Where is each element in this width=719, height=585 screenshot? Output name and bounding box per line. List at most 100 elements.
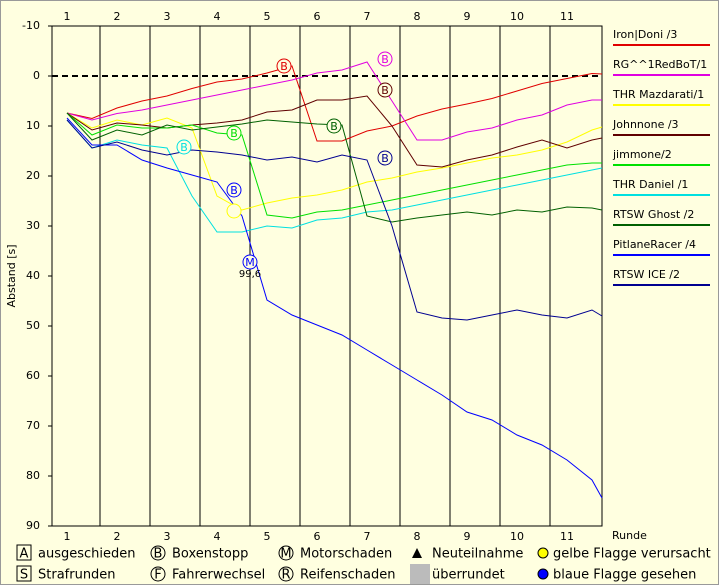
- y-tick-label: 0: [33, 69, 40, 82]
- legend-text: gelbe Flagge verursacht: [553, 547, 711, 562]
- x-tick-label-top: 2: [114, 10, 121, 23]
- legend-label: RTSW ICE /2: [613, 268, 680, 281]
- legend-text: ausgeschieden: [38, 547, 136, 562]
- x-tick-label-top: 11: [560, 10, 574, 23]
- x-tick-label: 8: [414, 530, 421, 543]
- legend-text: überrundet: [432, 568, 505, 583]
- y-tick-label: 50: [26, 319, 40, 332]
- series-line: [66, 119, 603, 233]
- event-label: B: [330, 120, 338, 133]
- legend-blue-dot: [537, 568, 549, 580]
- x-tick-label: 3: [164, 530, 171, 543]
- legend-label: Johnnone /3: [612, 118, 679, 131]
- y-tick-label: 90: [26, 519, 40, 532]
- x-tick-label-top: 7: [364, 10, 371, 23]
- x-tick-label: 6: [314, 530, 321, 543]
- legend-label: RTSW Ghost /2: [613, 208, 694, 221]
- event-marker: [326, 118, 342, 134]
- event-label: B: [381, 53, 389, 66]
- series-line: [66, 112, 603, 211]
- y-tick-label: 40: [26, 269, 40, 282]
- x-tick-label-top: 1: [64, 10, 71, 23]
- x-tick-label-top: 8: [414, 10, 421, 23]
- legend-text: Motorschaden: [300, 547, 392, 562]
- x-tick-label-top: 10: [510, 10, 524, 23]
- x-tick-label-top: 5: [264, 10, 271, 23]
- legend-label: jimmone/2: [612, 148, 672, 161]
- event-marker: [226, 125, 242, 141]
- series-line: [66, 117, 603, 499]
- event-label: B: [230, 127, 238, 140]
- legend-symbol: M: [280, 547, 291, 562]
- event-label: B: [381, 152, 389, 165]
- x-tick-label-top: 3: [164, 10, 171, 23]
- legend-symbol: R: [281, 568, 290, 583]
- legend-symbol: B: [154, 547, 163, 562]
- legend-gray-box: [410, 564, 430, 584]
- event-marker: [377, 82, 393, 98]
- legend-text: Fahrerwechsel: [172, 568, 265, 583]
- y-tick-label: 30: [26, 219, 40, 232]
- x-tick-label: 4: [214, 530, 221, 543]
- event-label: B: [180, 141, 188, 154]
- y-tick-label: 70: [26, 419, 40, 432]
- y-tick-label: 80: [26, 469, 40, 482]
- x-tick-label: 10: [510, 530, 524, 543]
- event-marker: [276, 58, 292, 74]
- series-line: [66, 65, 603, 142]
- x-tick-label: 5: [264, 530, 271, 543]
- legend-symbol-box: [16, 544, 32, 561]
- event-marker: [377, 150, 393, 166]
- y-tick-label: 10: [26, 119, 40, 132]
- legend-label: THR Mazdarati/1: [612, 88, 704, 101]
- legend-label: Iron|Doni /3: [613, 28, 677, 41]
- series-line: [66, 119, 603, 321]
- legend-text: blaue Flagge gesehen: [553, 568, 696, 583]
- legend-symbol-box: [16, 565, 32, 582]
- legend-text: Strafrunden: [38, 568, 116, 583]
- x-tick-label-top: 9: [464, 10, 471, 23]
- legend-symbol-circle: [278, 566, 294, 582]
- event-marker: [226, 203, 242, 219]
- series-line: [66, 95, 603, 168]
- event-marker: [226, 182, 242, 198]
- y-tick-label: 20: [26, 169, 40, 182]
- event-label: B: [280, 60, 288, 73]
- legend-text: Neuteilnahme: [432, 547, 523, 562]
- legend-text: Boxenstopp: [172, 547, 248, 562]
- event-label: M: [245, 256, 255, 269]
- series-line: [66, 61, 602, 141]
- x-tick-label: 11: [560, 530, 574, 543]
- event-marker: [377, 51, 393, 67]
- legend-label: PitlaneRacer /4: [613, 238, 696, 251]
- series-line: [66, 112, 603, 223]
- y-tick-label: -10: [22, 19, 40, 32]
- legend-symbol-circle: [278, 545, 294, 561]
- legend-label: RG^^1RedBoT/1: [613, 58, 707, 71]
- legend-symbol: F: [154, 568, 161, 583]
- event-label: B: [230, 184, 238, 197]
- x-tick-label: 2: [114, 530, 121, 543]
- legend-triangle: [412, 548, 422, 558]
- event-note: 99,6: [239, 269, 261, 280]
- legend-symbol: S: [20, 568, 28, 583]
- legend-yellow-dot: [537, 547, 549, 559]
- legend-symbol: A: [20, 547, 29, 562]
- y-tick-label: 60: [26, 369, 40, 382]
- y-axis-label: Abstand [s]: [5, 244, 18, 307]
- x-tick-label-top: 6: [314, 10, 321, 23]
- legend-symbol-circle: [150, 545, 166, 561]
- x-axis-label: Runde: [612, 529, 647, 542]
- x-tick-label: 9: [464, 530, 471, 543]
- legend-label: THR Daniel /1: [612, 178, 688, 191]
- legend-text: Reifenschaden: [300, 568, 396, 583]
- x-tick-label-top: 4: [214, 10, 221, 23]
- event-marker: [242, 254, 258, 270]
- x-tick-label: 1: [64, 530, 71, 543]
- event-marker: [176, 139, 192, 155]
- x-tick-label: 7: [364, 530, 371, 543]
- event-label: B: [381, 84, 389, 97]
- legend-symbol-circle: [150, 566, 166, 582]
